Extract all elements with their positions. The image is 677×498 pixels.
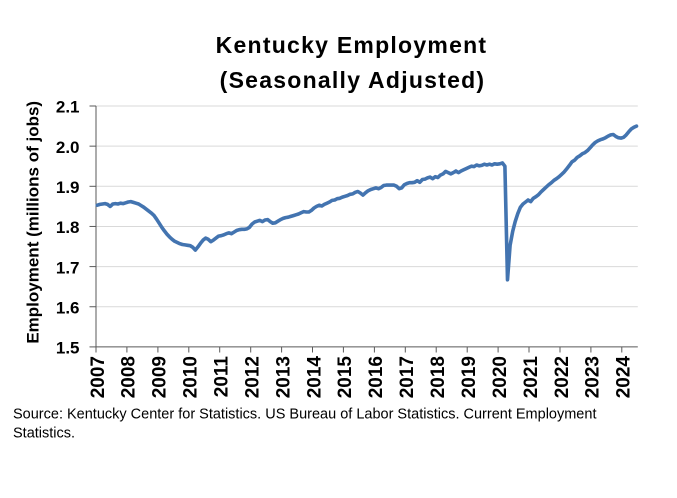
- svg-text:2007: 2007: [88, 356, 109, 398]
- svg-text:1.8: 1.8: [56, 218, 80, 237]
- svg-text:Employment (millions of jobs): Employment (millions of jobs): [24, 101, 43, 344]
- svg-text:2016: 2016: [366, 356, 387, 398]
- svg-text:1.5: 1.5: [56, 339, 80, 358]
- svg-text:2.1: 2.1: [56, 98, 80, 117]
- svg-text:2024: 2024: [614, 356, 635, 399]
- svg-text:Statistics.: Statistics.: [13, 425, 75, 441]
- svg-text:2023: 2023: [583, 356, 604, 398]
- svg-text:Source: Kentucky Center for St: Source: Kentucky Center for Statistics. …: [13, 407, 596, 423]
- svg-text:Kentucky Employment: Kentucky Employment: [216, 32, 488, 58]
- svg-text:2.0: 2.0: [56, 138, 80, 157]
- svg-text:2022: 2022: [552, 356, 573, 398]
- svg-text:2009: 2009: [150, 356, 171, 398]
- svg-text:(Seasonally Adjusted): (Seasonally Adjusted): [220, 67, 486, 93]
- svg-text:2020: 2020: [490, 356, 511, 398]
- svg-text:1.6: 1.6: [56, 298, 80, 317]
- svg-text:2019: 2019: [459, 356, 480, 398]
- svg-text:1.9: 1.9: [56, 178, 80, 197]
- svg-text:2012: 2012: [242, 356, 263, 398]
- svg-text:2018: 2018: [428, 356, 449, 398]
- svg-text:2011: 2011: [212, 356, 233, 398]
- svg-text:2017: 2017: [397, 356, 418, 398]
- svg-text:2021: 2021: [521, 356, 542, 399]
- svg-text:1.7: 1.7: [56, 258, 80, 277]
- svg-text:2010: 2010: [181, 356, 202, 398]
- svg-text:2014: 2014: [304, 356, 325, 399]
- svg-text:2008: 2008: [119, 356, 140, 398]
- svg-text:2013: 2013: [273, 356, 294, 398]
- svg-text:2015: 2015: [335, 356, 356, 399]
